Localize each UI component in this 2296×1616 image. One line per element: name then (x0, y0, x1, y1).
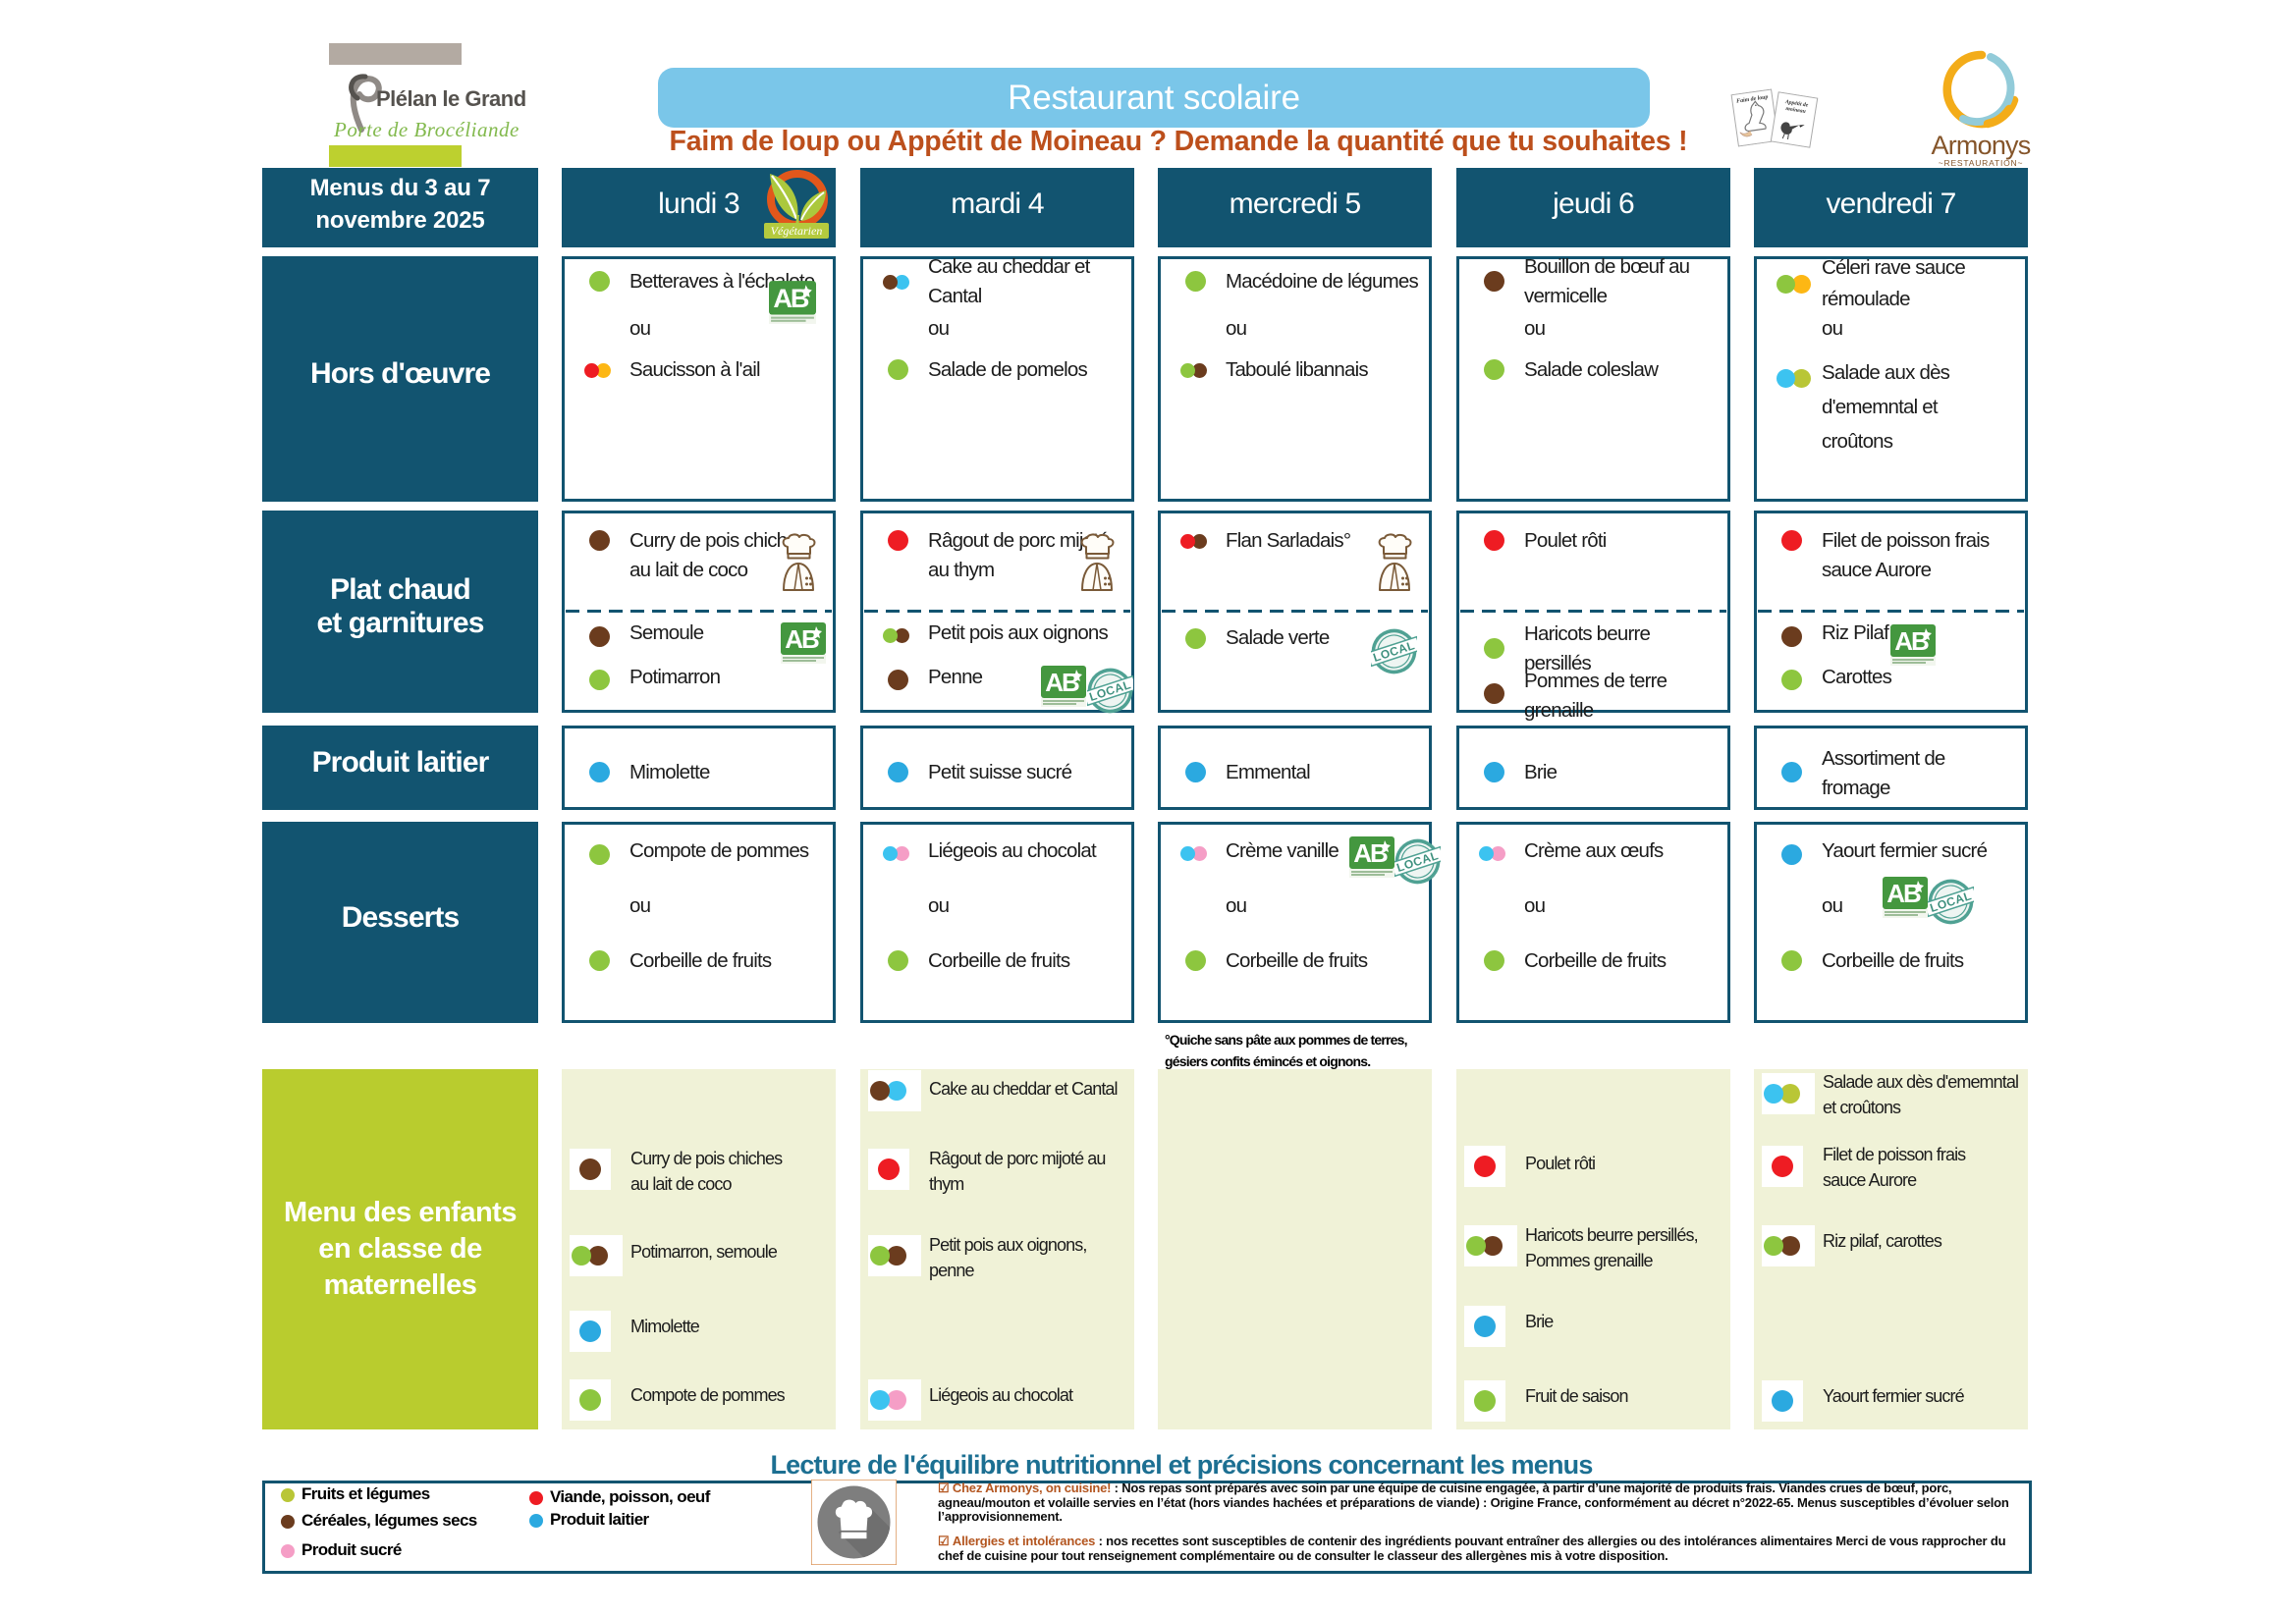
svg-text:moineau: moineau (1785, 106, 1806, 115)
svg-text:Faim de loup: Faim de loup (1736, 94, 1769, 104)
svg-text:Appétit de: Appétit de (1784, 99, 1810, 109)
svg-text:AB: AB (1353, 838, 1388, 868)
svg-text:Végétarien: Végétarien (771, 224, 823, 238)
svg-text:AB: AB (1886, 879, 1921, 908)
svg-text:AB: AB (1045, 668, 1079, 697)
svg-text:AB: AB (773, 283, 809, 313)
svg-text:AB: AB (1894, 626, 1929, 656)
svg-text:AB: AB (785, 624, 819, 654)
